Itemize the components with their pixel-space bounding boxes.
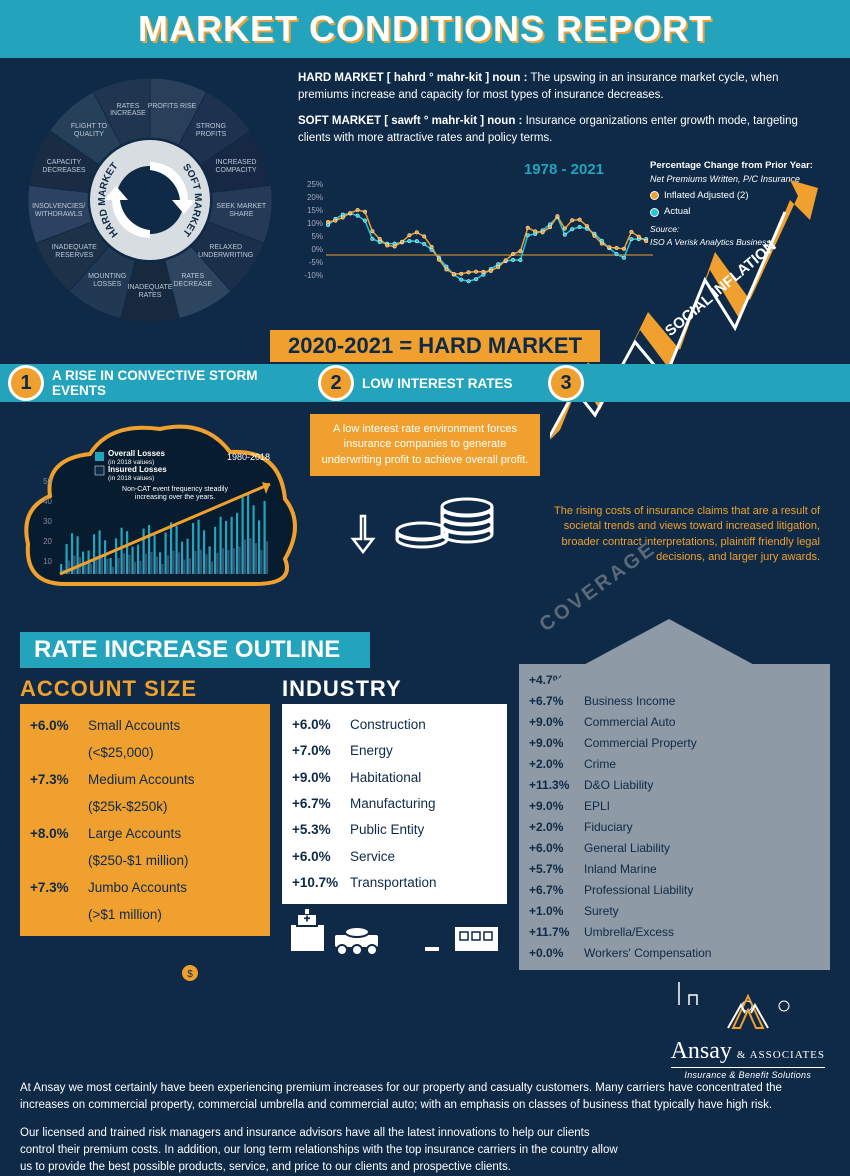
wheel-segment-label: MOUNTING LOSSES xyxy=(77,273,137,288)
coverage-table: COVERAGE +4.7%BOP+6.7%Business Income+9.… xyxy=(519,674,830,1025)
table-row: +9.0%Commercial Auto xyxy=(529,712,820,733)
svg-text:-10%: -10% xyxy=(304,271,323,280)
table-row: +9.0%Commercial Property xyxy=(529,733,820,754)
premium-change-chart: 1978 - 2021 25%20%15%10%5%0%-5%-10% Perc… xyxy=(298,159,830,309)
factor-label: A RISE IN CONVECTIVE STORM EVENTS xyxy=(52,368,310,398)
table-row: +5.3%Public Entity xyxy=(292,817,497,843)
low-interest-text: A low interest rate environment forces i… xyxy=(310,414,540,476)
svg-text:10: 10 xyxy=(43,557,52,566)
industry-table: INDUSTRY +6.0%Construction+7.0%Energy+9.… xyxy=(282,674,507,1025)
money-icons: $ xyxy=(20,936,270,991)
wheel-segment-label: CAPACITY DECREASES xyxy=(34,159,94,174)
company-logo: Ansay & ASSOCIATES Insurance & Benefit S… xyxy=(671,993,825,1080)
year-band: 2020-2021 = HARD MARKET xyxy=(270,330,600,362)
svg-text:5%: 5% xyxy=(311,232,323,241)
page-title: MARKET CONDITIONS REPORT xyxy=(0,8,850,50)
table-row: +6.7%Professional Liability xyxy=(529,880,820,901)
soft-market-def: SOFT MARKET [ sawft ° mahr-kit ] noun : … xyxy=(298,113,830,148)
wheel-segment-label: STRONG PROFITS xyxy=(181,123,241,138)
table-row: +6.0%Small Accounts(<$25,000) xyxy=(30,712,260,766)
wheel-segment-label: RELAXED UNDERWRITING xyxy=(196,244,256,259)
factor-number: 2 xyxy=(318,365,354,401)
svg-text:0%: 0% xyxy=(311,245,323,254)
factor-number: 1 xyxy=(8,365,44,401)
down-arrow-icon xyxy=(343,514,383,554)
table-row: +11.7%Umbrella/Excess xyxy=(529,922,820,943)
wheel-segment-label: INCREASED COMPACITY xyxy=(206,159,266,174)
low-interest-block: A low interest rate environment forces i… xyxy=(300,414,550,624)
table-row: +7.0%Energy xyxy=(292,738,497,764)
table-row: +1.0%Surety xyxy=(529,901,820,922)
table-row: +10.7%Transportation xyxy=(292,870,497,896)
table-row: +7.3%Medium Accounts($25k-$250k) xyxy=(30,766,260,820)
svg-text:20%: 20% xyxy=(307,193,323,202)
svg-text:10%: 10% xyxy=(307,219,323,228)
coins-icon xyxy=(387,484,507,554)
table-row: +6.0%Construction xyxy=(292,712,497,738)
svg-text:40: 40 xyxy=(43,497,52,506)
legend-item: Actual xyxy=(650,205,830,219)
svg-text:20: 20 xyxy=(43,537,52,546)
table-row: +6.0%Service xyxy=(292,844,497,870)
table-row: +8.0%Large Accounts($250-$1 million) xyxy=(30,820,260,874)
industry-icons: + xyxy=(282,904,507,959)
table-row: +7.3%Jumbo Accounts(>$1 million) xyxy=(30,874,260,928)
definitions: HARD MARKET [ hahrd ° mahr-kit ] noun : … xyxy=(280,70,830,330)
table-row: +6.7%Manufacturing xyxy=(292,791,497,817)
mid-bands: 2020-2021 = HARD MARKET 1 A RISE IN CONV… xyxy=(0,330,850,402)
social-inflation-text: The rising costs of insurance claims tha… xyxy=(550,504,830,566)
rate-tables: ACCOUNT SIZE +6.0%Small Accounts(<$25,00… xyxy=(0,668,850,1025)
mid-content: 5040302010 Overall Losses (in 2018 value… xyxy=(0,402,850,624)
storm-cloud-chart: 5040302010 Overall Losses (in 2018 value… xyxy=(20,414,300,624)
table-row: +5.7%Inland Marine xyxy=(529,859,820,880)
svg-text:+: + xyxy=(304,914,310,925)
wheel-segment-label: FLIGHT TO QUALITY xyxy=(59,123,119,138)
wheel-segment-label: RATES INCREASE xyxy=(98,103,158,118)
rate-outline-title: RATE INCREASE OUTLINE xyxy=(20,632,370,668)
market-cycle-wheel: HARD MARKET SOFT MARKET PROFITS RISESTRO… xyxy=(20,70,280,330)
svg-text:50: 50 xyxy=(43,477,52,486)
legend-item: Inflated Adjusted (2) xyxy=(650,189,830,203)
factor-band: 1 A RISE IN CONVECTIVE STORM EVENTS 2 LO… xyxy=(0,364,850,402)
wheel-segment-label: SEEK MARKET SHARE xyxy=(211,203,271,218)
table-row: +6.7%Business Income xyxy=(529,691,820,712)
table-row: +6.0%General Liability xyxy=(529,838,820,859)
table-row: +11.3%D&O Liability xyxy=(529,775,820,796)
wheel-segment-label: INSOLVENCIES/ WITHDRAWLS xyxy=(29,203,89,218)
svg-text:25%: 25% xyxy=(307,180,323,189)
table-row: +2.0%Crime xyxy=(529,754,820,775)
hard-market-def: HARD MARKET [ hahrd ° mahr-kit ] noun : … xyxy=(298,70,830,105)
table-row: +2.0%Fiduciary xyxy=(529,817,820,838)
factor-number: 3 xyxy=(548,365,584,401)
title-bar: MARKET CONDITIONS REPORT xyxy=(0,0,850,58)
chart-legend: Percentage Change from Prior Year: Net P… xyxy=(650,159,830,249)
account-size-table: ACCOUNT SIZE +6.0%Small Accounts(<$25,00… xyxy=(20,674,270,1025)
table-row: +9.0%EPLI xyxy=(529,796,820,817)
wheel-segment-label: INADEQUATE RESERVES xyxy=(44,244,104,259)
factor-label: LOW INTEREST RATES xyxy=(362,376,513,391)
svg-text:15%: 15% xyxy=(307,206,323,215)
svg-text:-5%: -5% xyxy=(309,258,323,267)
table-row: +9.0%Habitational xyxy=(292,765,497,791)
table-row: +0.0%Workers' Compensation xyxy=(529,943,820,964)
svg-text:$: $ xyxy=(187,969,193,980)
svg-text:30: 30 xyxy=(43,517,52,526)
